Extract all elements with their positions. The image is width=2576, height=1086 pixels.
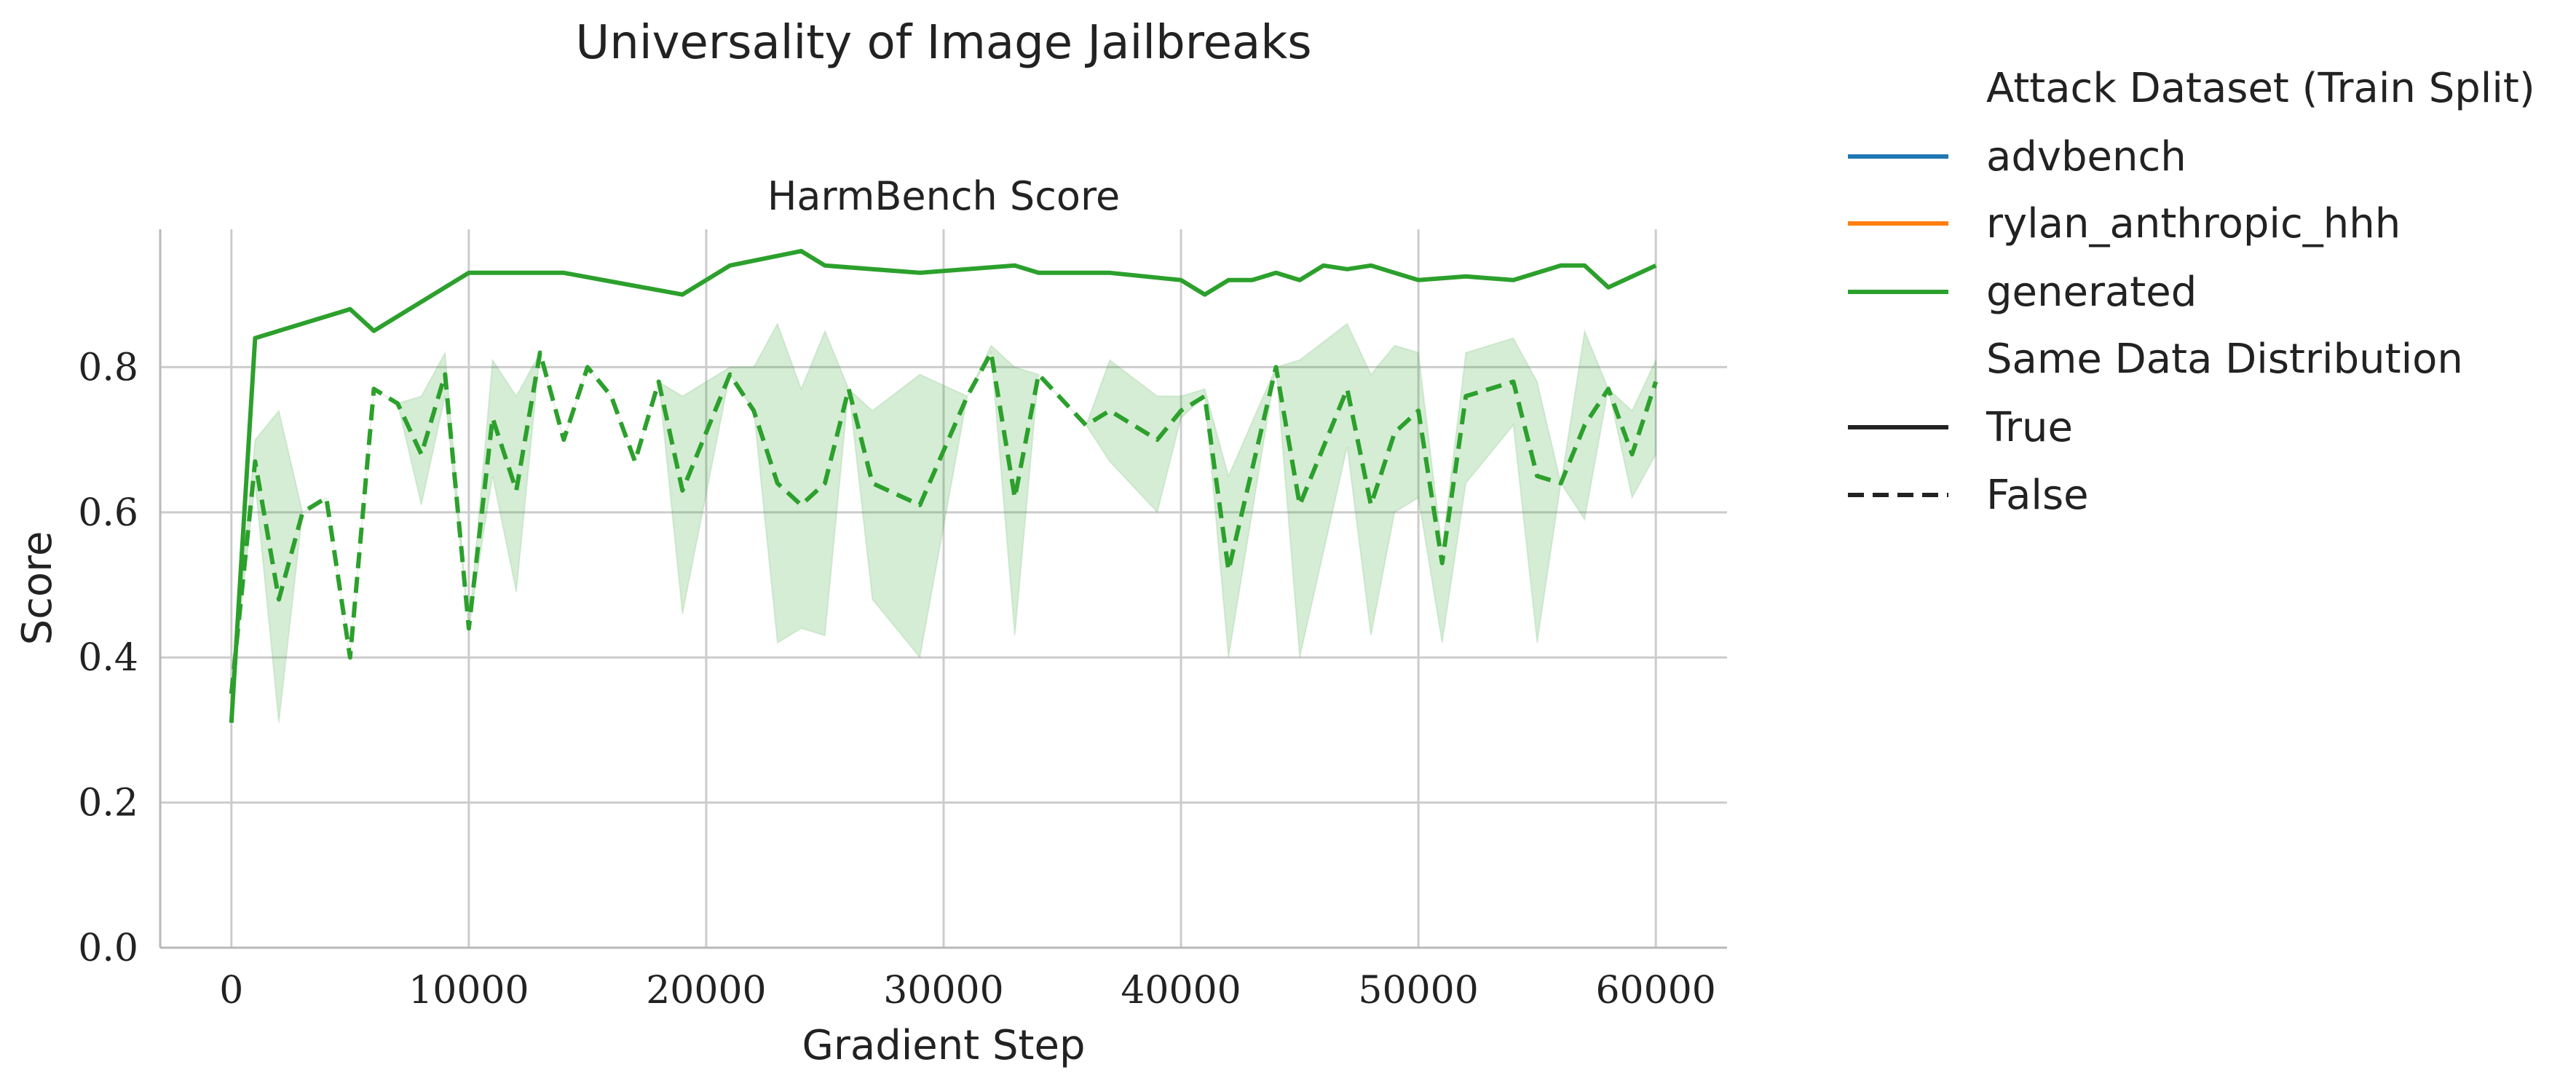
y-axis-label: Score (14, 531, 61, 646)
x-tick-label: 30000 (883, 969, 1003, 1012)
grid-layer (160, 229, 1727, 948)
tick-label-layer: 0 10000 20000 30000 40000 50000 60000 0.0 0.2 0.4… (78, 346, 1716, 1012)
chart-suptitle: Universality of Image Jailbreaks (575, 16, 1311, 70)
x-tick-label: 0 (219, 969, 243, 1012)
chart-title: HarmBench Score (767, 173, 1120, 219)
legend: Attack Dataset (Train Split) advbench ry… (1848, 65, 2535, 519)
axes-layer (159, 229, 1727, 949)
y-tick-label: 0.2 (78, 782, 138, 825)
y-tick-label: 0.4 (78, 636, 138, 680)
series-line-layer (229, 248, 1659, 724)
y-tick-label: 0.6 (78, 491, 138, 535)
series-line-generated-false (229, 350, 1659, 694)
legend-label-generated: generated (1986, 269, 2197, 316)
y-tick-label: 0.8 (78, 346, 138, 389)
legend-label-advbench: advbench (1986, 133, 2186, 181)
x-tick-label: 60000 (1595, 969, 1715, 1012)
x-tick-label: 10000 (408, 969, 529, 1012)
series-line-generated-true (229, 248, 1657, 724)
x-tick-label: 40000 (1121, 969, 1241, 1012)
legend-style-title: Same Data Distribution (1986, 336, 2463, 383)
legend-label-rylan-anthropic-hhh: rylan_anthropic_hhh (1986, 200, 2401, 247)
legend-label-true: True (1986, 404, 2073, 451)
x-axis-label: Gradient Step (802, 1022, 1085, 1069)
y-tick-label: 0.0 (78, 927, 138, 970)
legend-label-false: False (1986, 472, 2089, 519)
x-tick-label: 20000 (646, 969, 766, 1012)
legend-hue-title: Attack Dataset (Train Split) (1986, 65, 2535, 112)
x-tick-label: 50000 (1358, 969, 1478, 1012)
